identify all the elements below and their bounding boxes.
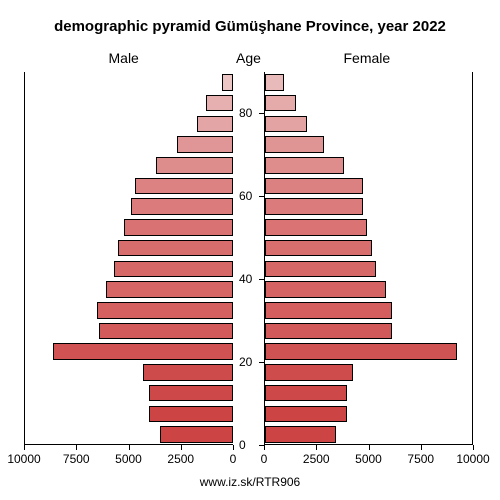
female-bar	[265, 136, 324, 153]
female-bar	[265, 157, 344, 174]
female-bar	[265, 302, 392, 319]
y-tick-label: 40	[239, 272, 252, 286]
y-tick	[259, 445, 264, 446]
male-bar	[149, 406, 233, 423]
male-bar	[99, 323, 233, 340]
female-bar	[265, 281, 386, 298]
female-bar	[265, 240, 372, 257]
male-bar	[177, 136, 233, 153]
female-bar	[265, 385, 347, 402]
x-tick-label: 2500	[303, 452, 330, 466]
male-label: Male	[109, 50, 139, 66]
female-bar	[265, 323, 392, 340]
chart-container: demographic pyramid Gümüşhane Province, …	[0, 0, 500, 500]
x-tick-label: 2500	[167, 452, 194, 466]
female-bar	[265, 178, 363, 195]
female-bar	[265, 219, 367, 236]
female-bar	[265, 406, 347, 423]
female-bar	[265, 74, 284, 91]
x-tick	[181, 445, 182, 450]
male-bar	[156, 157, 233, 174]
y-tick-label: 80	[239, 106, 252, 120]
male-bar	[206, 95, 233, 112]
x-tick	[233, 445, 234, 450]
male-bar	[131, 198, 233, 215]
x-tick-label: 0	[261, 452, 268, 466]
y-tick-label: 0	[239, 438, 246, 452]
y-tick-label: 20	[239, 355, 252, 369]
male-bar	[106, 281, 233, 298]
age-axis-label: Age	[236, 50, 261, 66]
x-tick-label: 5000	[355, 452, 382, 466]
female-bar	[265, 95, 296, 112]
x-tick	[129, 445, 130, 450]
male-bar	[53, 343, 233, 360]
female-bar	[265, 198, 363, 215]
y-tick	[259, 196, 264, 197]
female-bar	[265, 343, 457, 360]
male-bar	[118, 240, 233, 257]
y-tick	[259, 113, 264, 114]
male-plot-area	[24, 72, 233, 445]
chart-title: demographic pyramid Gümüşhane Province, …	[0, 18, 500, 35]
x-tick-label: 10000	[7, 452, 40, 466]
x-tick-label: 5000	[115, 452, 142, 466]
y-tick-label: 60	[239, 189, 252, 203]
y-tick	[259, 279, 264, 280]
male-bar	[114, 261, 233, 278]
x-tick-label: 0	[230, 452, 237, 466]
female-bar	[265, 116, 307, 133]
female-bar	[265, 364, 353, 381]
female-plot-area	[264, 72, 473, 445]
x-tick-label: 7500	[407, 452, 434, 466]
female-label: Female	[344, 50, 391, 66]
male-bar	[222, 74, 233, 91]
x-tick	[369, 445, 370, 450]
x-tick-label: 7500	[63, 452, 90, 466]
male-bar	[97, 302, 233, 319]
x-tick-label: 10000	[456, 452, 489, 466]
x-tick	[473, 445, 474, 450]
male-bar	[143, 364, 233, 381]
male-bar	[135, 178, 233, 195]
female-bar	[265, 426, 336, 443]
male-bar	[197, 116, 233, 133]
x-tick	[24, 445, 25, 450]
y-tick	[259, 362, 264, 363]
x-tick	[316, 445, 317, 450]
female-bar	[265, 261, 376, 278]
x-tick	[264, 445, 265, 450]
source-url: www.iz.sk/RTR906	[0, 475, 500, 489]
male-bar	[149, 385, 233, 402]
x-tick	[76, 445, 77, 450]
x-tick	[421, 445, 422, 450]
male-bar	[124, 219, 233, 236]
male-bar	[160, 426, 233, 443]
